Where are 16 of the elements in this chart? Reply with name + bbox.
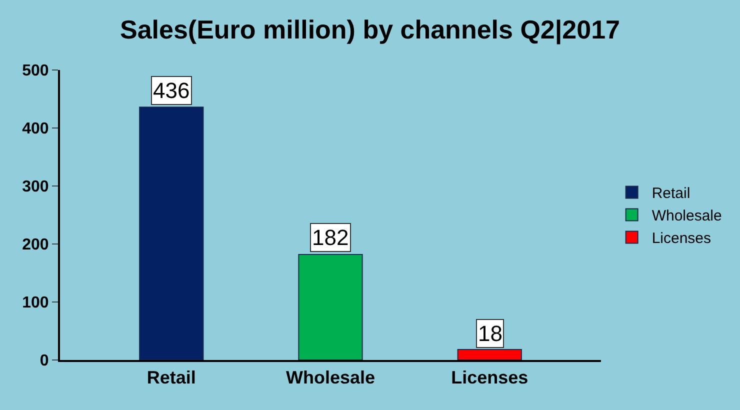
legend-label: Licenses: [652, 230, 712, 248]
data-label: 182: [312, 225, 349, 250]
y-tick-label: 400: [22, 120, 49, 138]
data-label: 18: [478, 321, 502, 346]
legend-label: Wholesale: [652, 208, 722, 225]
x-tick-label: Licenses: [451, 368, 528, 388]
y-tick-label: 100: [22, 294, 49, 312]
data-label: 436: [153, 78, 190, 103]
y-tick-label: 0: [40, 352, 49, 370]
chart-title: Sales(Euro million) by channels Q2|2017: [120, 14, 620, 45]
y-tick-label: 200: [22, 236, 49, 254]
legend-label: Retail: [652, 185, 690, 202]
x-tick-label: Wholesale: [286, 368, 376, 388]
y-tick-label: 300: [22, 178, 49, 196]
y-tick-label: 500: [22, 62, 49, 80]
x-tick-label: Retail: [146, 368, 196, 388]
